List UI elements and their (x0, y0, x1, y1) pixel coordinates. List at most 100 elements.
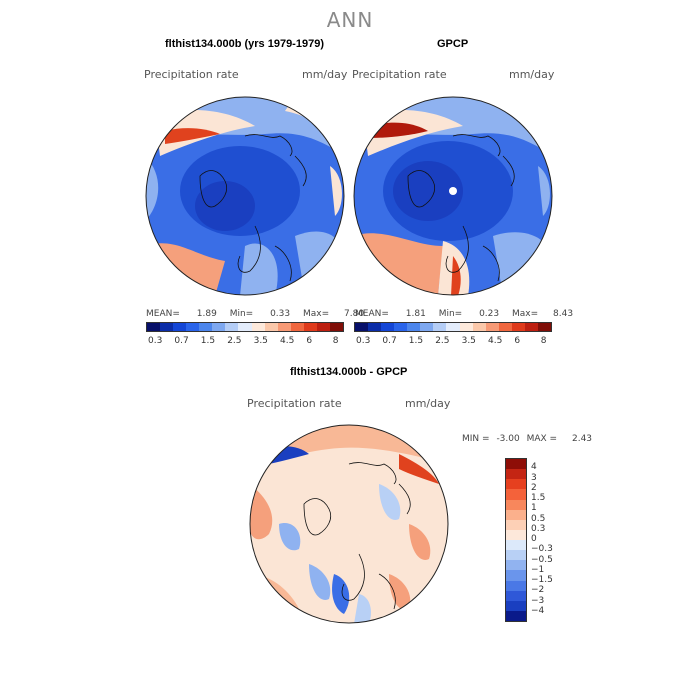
colorbar-swatch (506, 610, 526, 621)
max-label: MAX = (526, 434, 558, 444)
panel-diff-stats: MIN = -3.00 MAX = 2.43 (462, 434, 592, 444)
mean-label: MEAN= (146, 309, 180, 319)
min-label: Min= (438, 309, 463, 319)
colorbar-swatch (506, 499, 526, 510)
colorbar-tick-label: 4 (531, 462, 537, 473)
colorbar-swatch (160, 323, 174, 331)
colorbar-swatch (506, 600, 526, 611)
colorbar-swatch (355, 323, 369, 331)
colorbar-swatch (511, 323, 525, 331)
colorbar-tick-label: 0 (531, 534, 537, 544)
colorbar-swatch (506, 519, 526, 530)
panel-title-diff: flthist134.000b - GPCP (290, 366, 408, 378)
colorbar-swatch (277, 323, 291, 331)
colorbar-swatch (506, 570, 526, 581)
polar-map-difference (249, 424, 449, 624)
colorbar-model (146, 322, 344, 332)
colorbar-tick-label: 0.7 (382, 336, 397, 346)
colorbar-tick-label: 1.5 (531, 493, 546, 503)
min-label: MIN = (462, 434, 490, 444)
colorbar-swatch (173, 323, 187, 331)
max-label: Max= (303, 309, 330, 319)
colorbar-swatch (238, 323, 252, 331)
colorbar-swatch (199, 323, 213, 331)
colorbar-obs-ticks: 0.3 0.7 1.5 2.5 3.5 4.5 6 8 (354, 336, 552, 348)
min-value: 0.23 (479, 309, 500, 319)
panel-obs-stats: MEAN= 1.81 Min= 0.23 Max= 8.43 (355, 309, 573, 319)
colorbar-tick-label: 8 (540, 336, 547, 346)
panel-diff-units-label: mm/day (405, 397, 451, 410)
panel-diff-variable-label: Precipitation rate (247, 397, 342, 410)
colorbar-swatch (433, 323, 447, 331)
colorbar-swatch (485, 323, 499, 331)
colorbar-swatch (506, 590, 526, 601)
colorbar-swatch (446, 323, 460, 331)
colorbar-swatch (186, 323, 200, 331)
colorbar-tick-label: 1 (531, 503, 537, 514)
colorbar-tick-label: 0.5 (531, 513, 546, 524)
panel-title-model: flthist134.000b (yrs 1979-1979) (165, 38, 324, 50)
colorbar-tick-label: 4.5 (488, 336, 503, 346)
colorbar-swatch (472, 323, 486, 331)
colorbar-tick-label: 2.5 (227, 336, 242, 346)
colorbar-tick-label: 2 (531, 482, 537, 493)
colorbar-tick-label: 3.5 (253, 336, 268, 346)
colorbar-swatch (394, 323, 408, 331)
colorbar-tick-label: −3 (531, 595, 545, 606)
colorbar-tick-label: 0.3 (531, 523, 546, 534)
colorbar-model-ticks: 0.3 0.7 1.5 2.5 3.5 4.5 6 8 (146, 336, 344, 348)
colorbar-swatch (537, 323, 551, 331)
panel-obs-units-label: mm/day (509, 68, 555, 81)
colorbar-tick-label: 6 (514, 336, 521, 346)
colorbar-swatch (506, 509, 526, 520)
colorbar-tick-label: −2 (531, 585, 545, 596)
colorbar-swatch (147, 323, 161, 331)
min-value: -3.00 (496, 434, 520, 444)
colorbar-swatch (264, 323, 278, 331)
colorbar-swatch (506, 479, 526, 490)
panel-model-units-label: mm/day (302, 68, 348, 81)
colorbar-swatch (368, 323, 382, 331)
colorbar-tick-label: 0.7 (174, 336, 189, 346)
polar-map-model (145, 96, 345, 296)
colorbar-swatch (316, 323, 330, 331)
max-value: 7.80 (344, 309, 365, 319)
colorbar-tick-label: 6 (306, 336, 313, 346)
colorbar-difference-ticks: 4 3 2 1.5 1 0.5 0.3 0 −0.3 −0.5 −1 −1.5 −2 −3 −4 (531, 458, 571, 622)
colorbar-swatch (506, 489, 526, 500)
colorbar-swatch (212, 323, 226, 331)
min-label: Min= (229, 309, 254, 319)
mean-value: 1.89 (196, 309, 217, 319)
colorbar-swatch (506, 529, 526, 540)
colorbar-tick-label: 3.5 (461, 336, 476, 346)
colorbar-swatch (329, 323, 343, 331)
colorbar-swatch (225, 323, 239, 331)
panel-model-stats: MEAN= 1.89 Min= 0.33 Max= 7.80 (146, 309, 364, 319)
colorbar-swatch (381, 323, 395, 331)
colorbar-tick-label: 2.5 (435, 336, 450, 346)
panel-obs-variable-label: Precipitation rate (352, 68, 447, 81)
colorbar-tick-label: 1.5 (200, 336, 216, 346)
colorbar-swatch (506, 560, 526, 571)
max-label: Max= (512, 309, 539, 319)
colorbar-obs (354, 322, 552, 332)
page-title: ANN (326, 8, 374, 32)
colorbar-tick-label: −1.5 (531, 575, 553, 585)
colorbar-swatch (290, 323, 304, 331)
colorbar-tick-label: −1 (531, 564, 545, 575)
polar-map-obs (353, 96, 553, 296)
colorbar-swatch (506, 540, 526, 551)
colorbar-swatch (498, 323, 512, 331)
colorbar-difference (505, 458, 527, 622)
colorbar-swatch (506, 469, 526, 480)
mean-label: MEAN= (355, 309, 389, 319)
colorbar-tick-label: 1.5 (408, 336, 424, 346)
max-value: 8.43 (553, 309, 574, 319)
colorbar-swatch (251, 323, 265, 331)
colorbar-tick-label: 0.3 (148, 336, 163, 346)
mean-value: 1.81 (405, 309, 426, 319)
colorbar-swatch (506, 459, 526, 470)
min-value: 0.33 (270, 309, 291, 319)
colorbar-swatch (506, 580, 526, 591)
colorbar-swatch (524, 323, 538, 331)
